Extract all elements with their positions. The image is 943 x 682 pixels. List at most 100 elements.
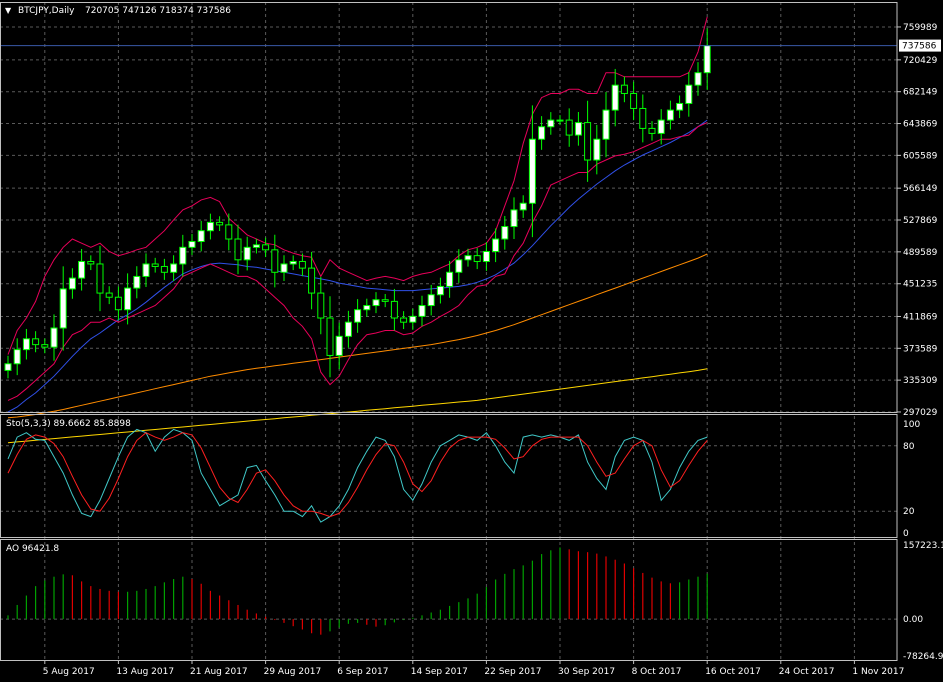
stoch-tick-label: 100: [903, 420, 920, 430]
header-triangle-icon: ▼: [5, 6, 12, 15]
candle-body: [427, 294, 435, 307]
candle-body: [13, 349, 21, 365]
candle-body: [326, 317, 334, 356]
candle-body: [234, 238, 242, 261]
candle-body: [289, 260, 297, 265]
candle-body: [694, 72, 702, 86]
candle-body: [639, 107, 647, 129]
candle-body: [354, 309, 362, 323]
candle-body: [252, 244, 260, 248]
price-tick-label: 566149: [903, 184, 938, 194]
current-price-tag: [899, 39, 941, 52]
candle-body: [50, 327, 58, 348]
date-tick-label: 8 Oct 2017: [632, 667, 682, 677]
candle-body: [519, 202, 527, 211]
date-tick-label: 16 Oct 2017: [705, 667, 761, 677]
candle-body: [602, 109, 610, 140]
candle-body: [611, 84, 619, 111]
candle-body: [197, 230, 205, 243]
candle-body: [556, 119, 564, 122]
price-tick-label: 297029: [903, 408, 938, 418]
awesome-oscillator-pane: [7, 547, 708, 635]
price-tick-label: 682149: [903, 88, 938, 98]
candle-body: [657, 119, 665, 134]
candle-body: [528, 138, 536, 204]
candle-body: [620, 84, 628, 94]
ao-tick-label: -78264.9: [903, 652, 943, 662]
candle-body: [409, 315, 417, 323]
candle-body: [593, 138, 601, 161]
candle-body: [703, 45, 711, 74]
date-tick-label: 5 Aug 2017: [43, 667, 95, 677]
candle-body: [676, 102, 684, 111]
candle-body: [510, 209, 518, 228]
candle-body: [308, 267, 316, 294]
pane-border: [0, 539, 898, 661]
candle-body: [133, 275, 141, 289]
date-tick-label: 6 Sep 2017: [337, 667, 388, 677]
candle-body: [418, 305, 426, 317]
date-tick-label: 29 Aug 2017: [264, 667, 322, 677]
candle-body: [216, 221, 224, 226]
candle-body: [390, 300, 398, 319]
candle-body: [114, 296, 122, 311]
candle-body: [151, 263, 159, 267]
candle-body: [160, 265, 168, 273]
candle-body: [446, 271, 454, 287]
candle-body: [335, 335, 343, 356]
candle-body: [464, 255, 472, 261]
candle-body: [538, 126, 546, 140]
candle-body: [4, 363, 12, 371]
candle-body: [436, 285, 444, 296]
candle-body: [363, 305, 371, 311]
candle-body: [41, 344, 49, 348]
date-tick-label: 24 Oct 2017: [779, 667, 835, 677]
candle-body: [400, 317, 408, 323]
bollinger-upper-line: [7, 16, 708, 355]
ao-tick-label: 0.00: [903, 615, 923, 625]
candle-body: [78, 260, 86, 279]
candle-body: [492, 238, 500, 252]
price-tick-label: 605589: [903, 151, 938, 161]
candle-body: [188, 241, 196, 248]
symbol-label: BTCJPY,Daily: [18, 6, 75, 16]
stoch-tick-label: 20: [903, 507, 915, 517]
price-tick-label: 643869: [903, 120, 938, 130]
candle-body: [206, 221, 214, 232]
candle-body: [574, 122, 582, 136]
candle-body: [344, 321, 352, 337]
candle-body: [648, 127, 656, 134]
candle-body: [59, 288, 67, 329]
candle-body: [298, 260, 306, 269]
candle-body: [455, 259, 463, 273]
date-tick-label: 21 Aug 2017: [190, 667, 248, 677]
stoch-tick-label: 0: [903, 529, 909, 539]
candle-body: [501, 226, 509, 240]
price-tick-label: 489589: [903, 248, 938, 258]
candle-body: [482, 250, 490, 262]
candle-body: [243, 246, 251, 261]
candle-body: [105, 292, 113, 298]
price-tick-label: 451235: [903, 280, 937, 290]
date-tick-label: 22 Sep 2017: [484, 667, 541, 677]
candle-body: [565, 119, 573, 136]
candle-body: [225, 224, 233, 240]
current-price-label: 737586: [902, 42, 937, 52]
awesome-oscillator-label: AO 96421.8: [6, 544, 59, 554]
candle-body: [685, 84, 693, 104]
candle-body: [317, 292, 325, 319]
candle-body: [381, 299, 389, 302]
ma-mid-line: [7, 253, 708, 419]
bollinger-lower-line: [7, 122, 708, 401]
candle-body: [584, 122, 592, 161]
price-tick-label: 335309: [903, 376, 938, 386]
stochastic-label: Sto(5,3,3) 89.6662 85.8898: [6, 419, 131, 429]
candle-body: [280, 263, 288, 273]
stoch-signal-line: [7, 432, 708, 518]
candle-body: [22, 338, 30, 351]
candle-body: [179, 246, 187, 265]
ohlc-values: 720705 747126 718374 737586: [85, 6, 231, 16]
candle-body: [96, 263, 104, 294]
